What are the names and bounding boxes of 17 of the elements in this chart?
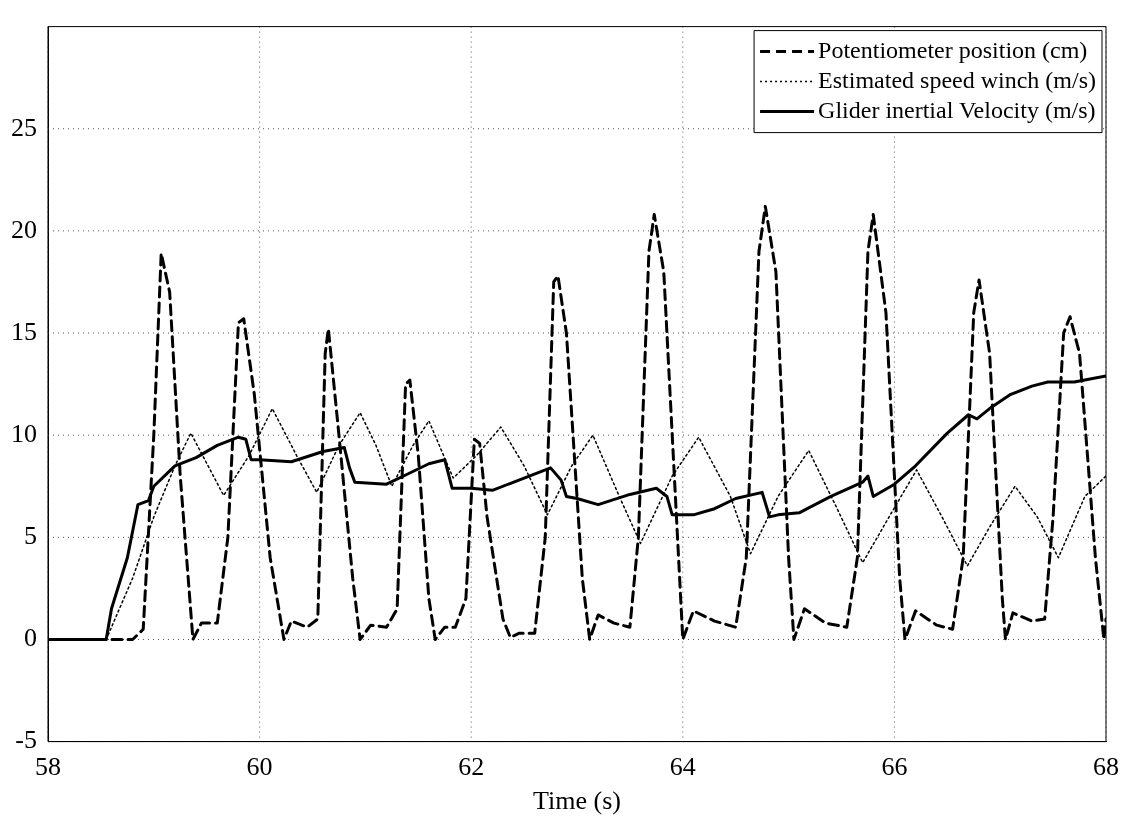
legend-label: Potentiometer position (cm) [818, 36, 1088, 63]
y-tick-label: 15 [11, 316, 37, 346]
x-tick-label: 64 [669, 752, 696, 782]
legend-label: Estimated speed winch (m/s) [818, 66, 1096, 93]
x-tick-label: 58 [35, 752, 61, 782]
x-tick-label: 62 [458, 752, 485, 782]
y-tick-label: 0 [24, 623, 37, 653]
x-axis-title: Time (s) [533, 786, 621, 816]
x-tick-label: 66 [881, 752, 908, 782]
x-tick-label: 60 [246, 752, 273, 782]
legend-label: Glider inertial Velocity (m/s) [818, 96, 1096, 123]
y-tick-label: -5 [15, 725, 37, 755]
y-tick-label: 10 [11, 419, 37, 448]
y-tick-label: 5 [24, 521, 37, 551]
y-tick-label: 20 [11, 214, 37, 244]
x-tick-label: 68 [1093, 752, 1119, 782]
y-tick-label: 25 [11, 112, 37, 142]
